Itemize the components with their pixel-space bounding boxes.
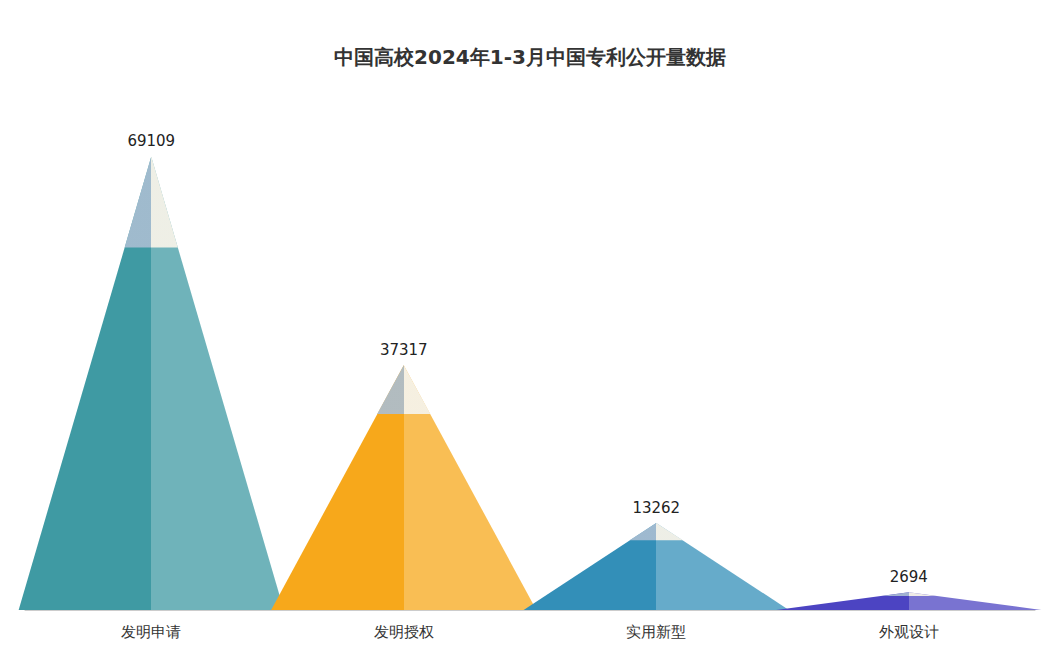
svg-text:13262: 13262 xyxy=(632,499,680,517)
svg-text:中国高校2024年1-3月中国专利公开量数据: 中国高校2024年1-3月中国专利公开量数据 xyxy=(334,45,726,69)
svg-text:69109: 69109 xyxy=(127,132,175,150)
svg-text:37317: 37317 xyxy=(380,341,428,359)
svg-text:实用新型: 实用新型 xyxy=(626,623,686,641)
svg-text:发明申请: 发明申请 xyxy=(121,623,181,641)
svg-text:外观设计: 外观设计 xyxy=(879,623,939,641)
svg-text:2694: 2694 xyxy=(890,568,928,586)
svg-text:发明授权: 发明授权 xyxy=(374,623,434,641)
